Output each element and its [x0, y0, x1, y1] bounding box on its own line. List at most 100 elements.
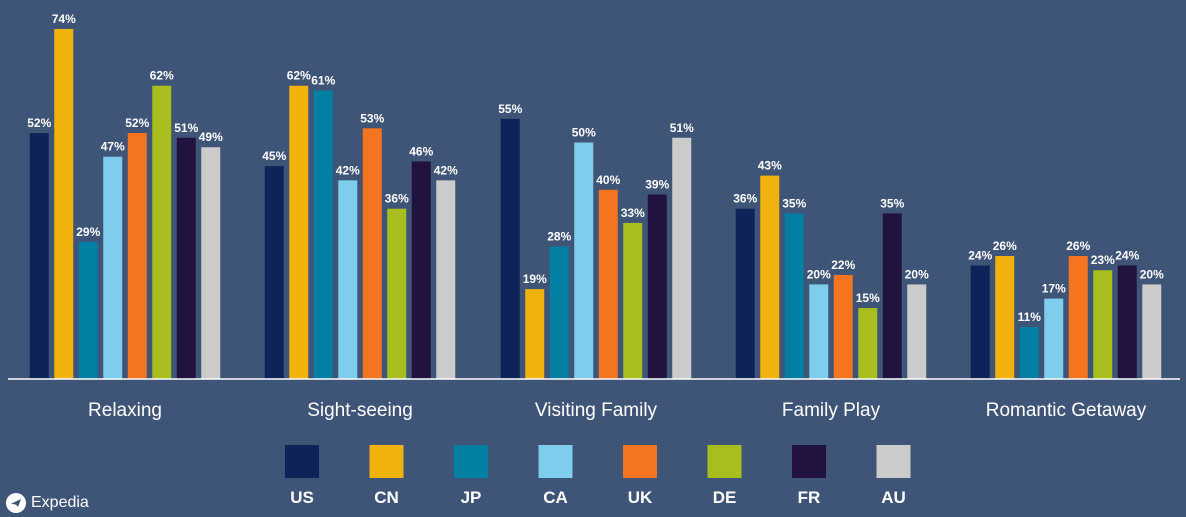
legend-label-jp: JP [461, 488, 482, 507]
bar-au-3 [907, 284, 927, 379]
value-label-au-2: 51% [670, 121, 694, 135]
value-label-au-1: 42% [434, 163, 458, 177]
value-label-fr-0: 51% [174, 121, 198, 135]
value-label-uk-0: 52% [125, 116, 149, 130]
value-label-fr-3: 35% [880, 196, 904, 210]
value-label-ca-1: 42% [336, 163, 360, 177]
bar-jp-1 [313, 90, 333, 379]
category-label-3: Family Play [782, 400, 881, 421]
value-label-us-2: 55% [498, 102, 522, 116]
legend-label-fr: FR [798, 488, 821, 507]
bar-us-4 [970, 265, 990, 379]
value-label-cn-3: 43% [758, 159, 782, 173]
value-label-ca-0: 47% [101, 140, 125, 154]
bar-uk-1 [362, 128, 382, 379]
bar-us-2 [500, 118, 520, 379]
bar-de-4 [1093, 270, 1113, 379]
legend-swatch-ca [538, 445, 573, 478]
legend-swatch-cn [369, 445, 404, 478]
value-label-jp-4: 11% [1018, 310, 1042, 324]
bar-de-1 [387, 208, 407, 379]
bar-us-1 [264, 166, 284, 379]
bar-cn-1 [289, 85, 309, 380]
logo-text: Expedia [31, 494, 89, 511]
value-label-de-3: 15% [856, 291, 880, 305]
value-label-cn-1: 62% [287, 69, 311, 83]
value-label-au-3: 20% [905, 267, 929, 281]
category-label-1: Sight-seeing [307, 400, 413, 421]
value-label-uk-1: 53% [360, 111, 384, 125]
bar-cn-4 [995, 256, 1015, 379]
legend-swatch-us [285, 445, 319, 478]
bar-au-1 [436, 180, 456, 379]
bar-us-0 [29, 133, 49, 379]
category-label-2: Visiting Family [535, 400, 658, 421]
value-label-de-4: 23% [1091, 253, 1115, 267]
legend-label-au: AU [881, 488, 906, 507]
legend-label-cn: CN [374, 488, 399, 507]
bar-fr-1 [411, 161, 431, 379]
value-label-jp-2: 28% [547, 230, 571, 244]
value-label-au-4: 20% [1140, 267, 1164, 281]
category-label-4: Romantic Getaway [986, 400, 1147, 421]
bar-uk-4 [1068, 256, 1088, 379]
expedia-logo: Expedia [6, 493, 89, 513]
legend-label-uk: UK [628, 488, 653, 507]
bar-ca-4 [1044, 298, 1064, 379]
category-label-0: Relaxing [88, 400, 162, 421]
bar-de-0 [152, 85, 172, 380]
bar-ca-2 [574, 142, 594, 379]
bar-jp-4 [1019, 326, 1039, 379]
bar-jp-3 [784, 213, 804, 379]
legend-label-us: US [290, 488, 314, 507]
value-label-uk-4: 26% [1066, 239, 1090, 253]
value-label-ca-2: 50% [572, 126, 596, 140]
bar-ca-3 [809, 284, 829, 379]
value-label-us-0: 52% [27, 116, 51, 130]
value-label-ca-4: 17% [1042, 282, 1066, 296]
value-label-de-0: 62% [150, 69, 174, 83]
bar-fr-2 [647, 194, 667, 379]
legend-label-de: DE [713, 488, 737, 507]
bar-uk-2 [598, 189, 618, 379]
legend-swatch-de [707, 445, 742, 478]
bar-uk-0 [127, 133, 147, 379]
value-label-jp-1: 61% [311, 73, 335, 87]
bar-cn-2 [525, 289, 545, 379]
bar-de-2 [623, 222, 643, 379]
bars-layer [29, 28, 1162, 380]
value-label-fr-2: 39% [645, 178, 669, 192]
bar-de-3 [858, 308, 878, 379]
legend-swatch-uk [623, 445, 657, 478]
value-label-us-1: 45% [262, 149, 286, 163]
legend-label-ca: CA [543, 488, 568, 507]
value-label-fr-1: 46% [409, 144, 433, 158]
value-label-cn-4: 26% [993, 239, 1017, 253]
bar-fr-3 [882, 213, 902, 379]
legend-swatch-jp [454, 445, 488, 478]
bar-us-3 [735, 208, 755, 379]
legend: US CN JP CA UK DE FR AU [285, 445, 911, 507]
value-label-us-4: 24% [968, 248, 992, 262]
legend-swatch-fr [792, 445, 826, 478]
bar-uk-3 [833, 274, 853, 379]
bar-jp-0 [78, 241, 98, 379]
value-label-us-3: 36% [733, 192, 757, 206]
bar-fr-4 [1117, 265, 1137, 379]
value-label-uk-2: 40% [596, 173, 620, 187]
bar-au-4 [1142, 284, 1162, 379]
bar-au-0 [201, 147, 221, 379]
value-label-cn-0: 74% [52, 12, 76, 26]
bar-cn-0 [54, 28, 74, 379]
value-label-au-0: 49% [199, 130, 223, 144]
legend-swatch-au [876, 445, 911, 478]
value-label-fr-4: 24% [1115, 248, 1139, 262]
value-label-ca-3: 20% [807, 267, 831, 281]
bar-ca-0 [103, 156, 123, 379]
value-label-jp-3: 35% [782, 196, 806, 210]
bar-jp-2 [549, 246, 569, 379]
bar-cn-3 [760, 175, 780, 379]
value-label-jp-0: 29% [76, 225, 100, 239]
value-label-de-1: 36% [385, 192, 409, 206]
